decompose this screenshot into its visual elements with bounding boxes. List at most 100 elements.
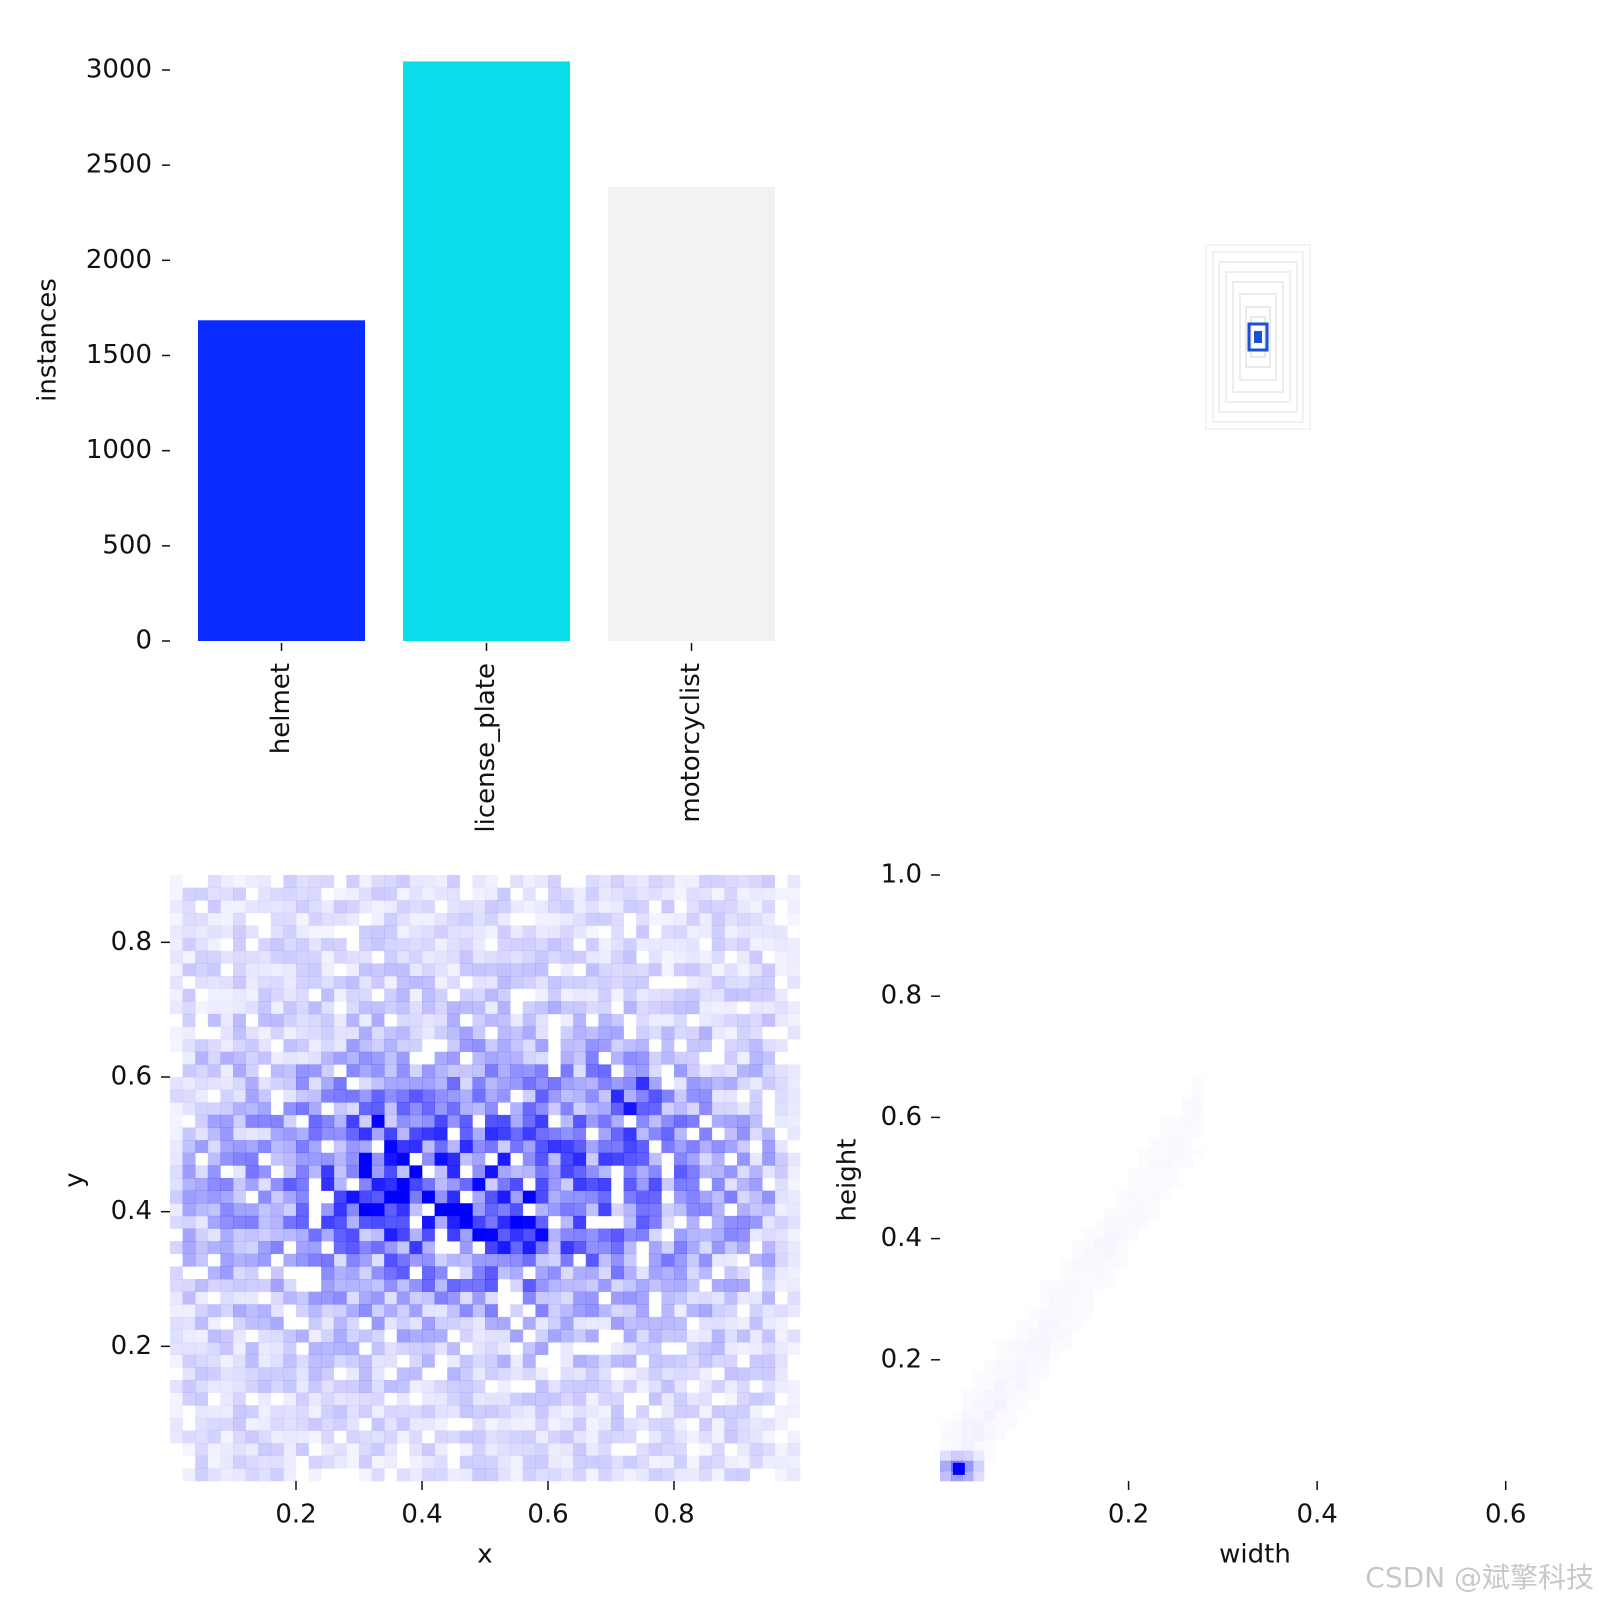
heatmap-cell [611, 1089, 624, 1103]
heatmap-cell [962, 1470, 974, 1482]
heatmap-cell [737, 976, 750, 989]
heatmap-cell [371, 1026, 385, 1040]
heatmap-cell [711, 1354, 725, 1368]
heatmap-cell [283, 1468, 297, 1482]
heatmap-cell [762, 1304, 776, 1318]
heatmap-cell [1127, 1178, 1138, 1188]
heatmap-cell [245, 1430, 259, 1444]
heatmap-cell [258, 1140, 272, 1154]
heatmap-cell [940, 1460, 952, 1472]
heatmap-cell [674, 1392, 687, 1406]
heatmap-cell [787, 1241, 801, 1255]
heatmap-cell [245, 1266, 259, 1280]
heatmap-cell [762, 1329, 776, 1343]
heatmap-cell [396, 963, 410, 977]
heatmap-cell [270, 1026, 284, 1040]
heatmap-cell [1094, 1279, 1105, 1289]
heatmap-cell [245, 1203, 259, 1217]
heatmap-cell [396, 1026, 410, 1040]
heatmap-cell [636, 1114, 650, 1128]
heatmap-cell [422, 950, 435, 964]
heatmap-cell [270, 1380, 284, 1393]
heatmap-cell [195, 1253, 209, 1267]
y-tick-label: 1000 [86, 435, 152, 465]
heatmap-cell [560, 1468, 574, 1482]
heatmap-cell [371, 1354, 385, 1368]
heatmap-cell [724, 1178, 738, 1191]
heatmap-cell [182, 1165, 196, 1179]
heatmap-cell [296, 963, 309, 977]
heatmap-cell [359, 1039, 372, 1053]
heatmap-cell [1061, 1319, 1072, 1329]
heatmap-cell [737, 1140, 750, 1154]
heatmap-cell [409, 1190, 423, 1204]
heatmap-cell [434, 950, 448, 964]
heatmap-cell [1160, 1178, 1171, 1188]
heatmap-cell [409, 1468, 423, 1482]
heatmap-cell [472, 1316, 486, 1330]
heatmap-cell [434, 1089, 448, 1103]
heatmap-cell [258, 963, 272, 977]
heatmap-cell [396, 1392, 410, 1406]
heatmap-cell [1050, 1319, 1061, 1329]
heatmap-cell [623, 1468, 637, 1482]
heatmap-cell [510, 1304, 524, 1318]
heatmap-cell [472, 938, 486, 952]
heatmap-cell [1149, 1178, 1160, 1188]
heatmap-cell [346, 875, 360, 888]
heatmap-cell [787, 1064, 801, 1078]
heatmap-cell [308, 1405, 322, 1419]
heatmap-cell [321, 1304, 335, 1318]
heatmap-cell [535, 1178, 549, 1191]
heatmap-cell [648, 1001, 662, 1015]
heatmap-cell [207, 1443, 221, 1457]
heatmap-cell [1171, 1178, 1182, 1188]
heatmap-cell [258, 1114, 272, 1128]
heatmap-cell [686, 950, 700, 964]
heatmap-cell [686, 1001, 700, 1015]
heatmap-cell [459, 1443, 473, 1457]
heatmap-cell [749, 1304, 763, 1318]
heatmap-cell [598, 1279, 612, 1292]
heatmap-cell [258, 1455, 272, 1469]
heatmap-cell [762, 1127, 776, 1141]
heatmap-cell [762, 1455, 776, 1469]
heatmap-cell [762, 1039, 776, 1053]
heatmap-cell [346, 1316, 360, 1330]
heatmap-cell [195, 1077, 209, 1090]
heatmap-cell [787, 950, 801, 964]
heatmap-cell [384, 1064, 398, 1078]
heatmap-cell [170, 1114, 183, 1128]
heatmap-cell [308, 1228, 322, 1242]
heatmap-cell [674, 1127, 687, 1141]
heatmap-cell [409, 1178, 423, 1191]
heatmap-cell [409, 1140, 423, 1154]
heatmap-cell [661, 1266, 675, 1280]
heatmap-cell [585, 1279, 599, 1292]
heatmap-cell [270, 950, 284, 964]
heatmap-cell [573, 1001, 587, 1015]
heatmap-cell [384, 1380, 398, 1393]
heatmap-cell [623, 1291, 637, 1305]
heatmap-cell [1050, 1340, 1061, 1350]
heatmap-cell [245, 1367, 259, 1381]
heatmap-cell [371, 1013, 385, 1027]
heatmap-cell [220, 1190, 234, 1204]
heatmap-cell [510, 1253, 524, 1267]
heatmap-cell [522, 1291, 536, 1305]
heatmap-cell [396, 1140, 410, 1154]
heatmap-cell [648, 1354, 662, 1368]
heatmap-cell [585, 1266, 599, 1280]
heatmap-cell [245, 1279, 259, 1292]
heatmap-cell [359, 1077, 372, 1090]
heatmap-cell [573, 1405, 587, 1419]
heatmap-cell [333, 1190, 347, 1204]
heatmap-cell [699, 887, 713, 901]
heatmap-cell [485, 1417, 498, 1431]
heatmap-cell [560, 1051, 574, 1065]
heatmap-cell [560, 1114, 574, 1128]
heatmap-cell [1028, 1340, 1039, 1350]
heatmap-cell [497, 1178, 511, 1191]
heatmap-cell [598, 1380, 612, 1393]
heatmap-cell [333, 1241, 347, 1255]
